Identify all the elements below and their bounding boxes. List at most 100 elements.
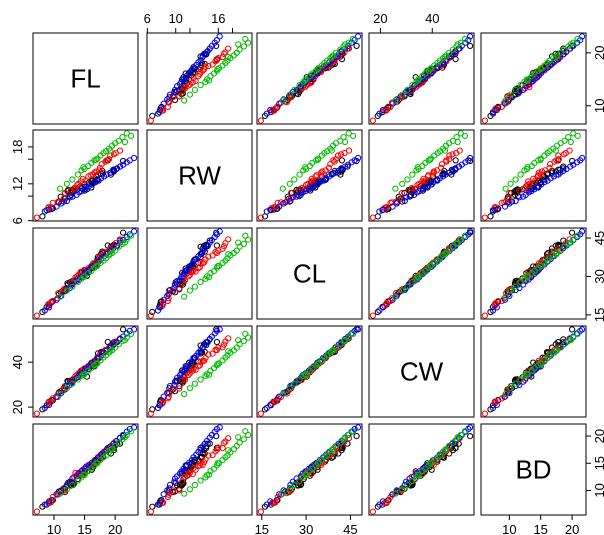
point-RW-BD-g0-47 [560,165,567,172]
point-RW-BD-g3-3 [517,171,524,178]
point-FL-RW-g1-22 [202,63,209,70]
point-FL-CL-g3-20 [342,41,349,48]
point-BD-FL-g3-20 [121,434,129,441]
point-RW-FL-g3-0 [57,185,64,192]
tick-label-left-CW-40: 40 [10,355,25,369]
point-FL-RW-g3-20 [235,41,242,48]
point-FL-RW-g2-14 [188,67,196,74]
point-BD-CL-g3-3 [296,477,303,484]
point-FL-CW-g3-2 [404,86,411,94]
point-FL-CL-g2-23 [345,42,352,50]
point-RW-CL-g1-21 [319,168,326,175]
panel-frame-RW-RW [146,129,253,222]
point-CW-FL-g3-19 [128,330,135,337]
point-CL-CW-g2-25 [465,231,472,238]
panel-frame-CL-CW [368,227,475,320]
point-RW-CL-g2-8 [299,189,306,196]
point-RW-FL-g3-22 [93,156,100,163]
point-BD-CW-g2-4 [401,481,408,489]
point-RW-BD-g3-2 [512,176,519,183]
point-BD-FL-g3-23 [80,471,87,478]
point-CW-BD-g1-0 [481,410,488,417]
point-FL-CL-g3-16 [337,46,344,53]
point-BD-RW-g1-27 [215,444,222,451]
point-CL-FL-g3-2 [69,283,76,290]
point-RW-CW-g2-4 [401,197,408,205]
point-RW-BD-g3-16 [561,137,568,144]
point-CW-BD-g0-49 [569,326,576,333]
point-BD-RW-g3-17 [240,436,247,443]
panel-frame-FL-CL [256,32,363,125]
point-CW-FL-g1-3 [47,398,55,405]
point-CL-FL-g1-30 [112,240,119,247]
point-FL-RW-g3-23 [206,77,213,84]
point-BD-CL-g2-3 [280,487,287,494]
point-CW-RW-g1-16 [190,365,197,372]
point-BD-FL-g3-2 [69,481,76,489]
point-CL-RW-g2-1 [157,304,164,311]
point-FL-CL-g3-22 [314,66,321,73]
point-FL-CL-g3-1 [286,91,293,98]
point-RW-BD-g2-1 [493,206,500,213]
point-FL-CL-g3-3 [296,82,303,89]
point-CL-FL-g3-22 [93,263,100,270]
point-CL-BD-g3-19 [574,232,581,239]
tick-label-bottom-CL-30: 30 [299,522,313,535]
point-BD-CL-g3-16 [337,439,344,446]
point-RW-BD-g1-27 [555,156,563,163]
point-BD-CL-g1-19 [318,460,325,467]
tick-label-top-CW-40: 40 [425,11,439,26]
point-CW-BD-g2-0 [489,404,497,412]
point-CL-FL-g1-4 [49,297,56,305]
point-CW-RW-g2-4 [166,382,174,390]
point-FL-CW-g2-1 [379,106,387,114]
panel-frame-RW-CW [368,129,475,222]
point-RW-BD-g3-1 [507,180,514,187]
diag-label-FL: FL [70,64,100,94]
panel-frame-BD-CW [368,423,475,516]
point-FL-CW-g2-6 [406,86,413,94]
point-RW-FL-g1-21 [93,168,100,175]
point-BD-CL-g3-19 [350,428,357,435]
point-FL-BD-g3-19 [574,35,581,43]
point-BD-RW-g3-15 [233,442,240,449]
point-CW-FL-g1-9 [68,377,75,384]
point-RW-CW-g3-3 [409,171,416,178]
panel-frame-CW-FL [32,325,139,418]
point-CW-FL-g2-26 [131,326,138,333]
point-FL-BD-g3-1 [507,91,514,98]
point-CL-RW-g1-31 [225,236,232,243]
point-CL-CW-g2-1 [379,304,387,311]
point-CW-RW-g1-10 [181,376,189,383]
point-BD-FL-g2-0 [41,501,48,508]
point-RW-CL-g2-2 [276,203,283,210]
point-BD-CL-g3-21 [328,447,335,454]
point-CL-CW-g3-3 [409,279,416,286]
point-RW-CL-g2-1 [267,206,274,213]
point-RW-CW-g3-9 [427,155,435,162]
point-CW-BD-g3-1 [507,385,514,392]
point-RW-FL-g1-2 [45,204,52,211]
point-CW-RW-g1-27 [215,344,222,351]
point-FL-BD-g1-8 [506,93,513,100]
point-CL-RW-g3-22 [214,263,221,270]
point-RW-FL-g3-23 [80,164,87,171]
point-RW-BD-g2-16 [547,175,554,182]
point-FL-RW-g1-23 [205,62,212,70]
point-BD-RW-g2-5 [171,478,178,485]
point-CL-FL-g2-25 [126,231,133,238]
point-BD-RW-g3-3 [197,477,204,484]
point-BD-RW-g1-16 [190,465,197,472]
point-RW-BD-g1-9 [516,187,523,194]
point-FL-BD-g3-23 [524,77,531,84]
point-FL-BD-g3-3 [517,82,524,89]
tick-label-right-CL-15: 15 [592,308,604,322]
point-CL-BD-g3-23 [524,274,531,281]
point-CW-FL-g3-0 [57,391,64,398]
point-CW-RW-g1-29 [220,341,228,348]
point-RW-CL-g3-20 [342,138,349,146]
panel-frame-CW-CW [368,325,475,418]
diag-label-RW: RW [178,161,221,191]
point-BD-RW-g1-0 [147,508,154,515]
point-FL-CL-g3-15 [332,49,339,56]
